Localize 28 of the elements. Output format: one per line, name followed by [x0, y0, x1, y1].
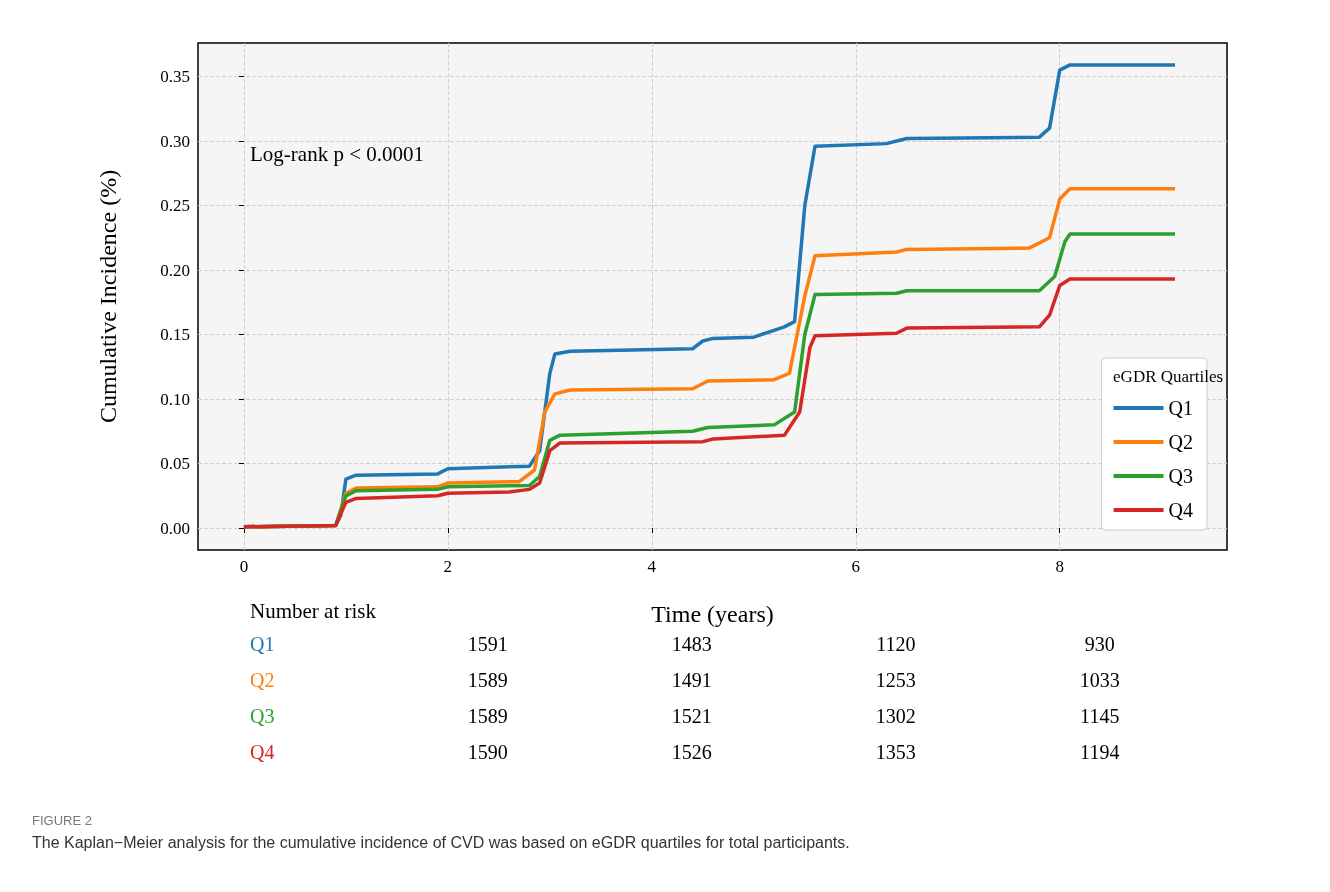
x-tick-label: 0 [239, 557, 249, 576]
legend-label: Q2 [1168, 431, 1194, 453]
x-tick-label: 2 [443, 557, 453, 576]
text: The Kaplan−Meier analysis for the cumulative incidence of CVD was based on eGDR quartiles for total participants. [32, 833, 850, 851]
y-tick-label: 0.35 [160, 67, 190, 87]
x-tick-label: 6 [851, 557, 861, 576]
text: Q3 1589 1521 1302 1145 [250, 705, 1120, 727]
x-axis-title: Time (years) [651, 601, 774, 627]
y-tick-label: 0.15 [160, 325, 190, 345]
y-tick-label: 0.00 [160, 518, 190, 538]
y-tick-label: 0.30 [160, 131, 190, 151]
y-axis-title: Cumulative Incidence (%) [95, 169, 121, 424]
text: Q1 1591 1483 1120 930 [250, 633, 1115, 655]
annotation: Log-rank p < 0.0001 [250, 141, 424, 166]
text: Q2 1589 1491 1253 1033 [250, 669, 1120, 691]
legend-label: Q1 [1168, 397, 1194, 419]
x-tick-label: 4 [647, 557, 657, 576]
text: Q4 1590 1526 1353 1194 [250, 741, 1120, 763]
y-tick-label: 0.25 [160, 196, 190, 216]
y-tick-label: 0.10 [160, 389, 190, 409]
text: Number at risk [250, 598, 377, 623]
y-tick-label: 0.05 [160, 454, 190, 474]
legend-label: Q3 [1168, 465, 1194, 487]
caption: FIGURE 2 [32, 813, 92, 828]
legend-label: Q4 [1168, 499, 1194, 521]
legend-title: eGDR Quartiles [1113, 366, 1224, 386]
x-tick-label: 8 [1055, 557, 1064, 576]
y-tick-label: 0.20 [160, 260, 190, 280]
